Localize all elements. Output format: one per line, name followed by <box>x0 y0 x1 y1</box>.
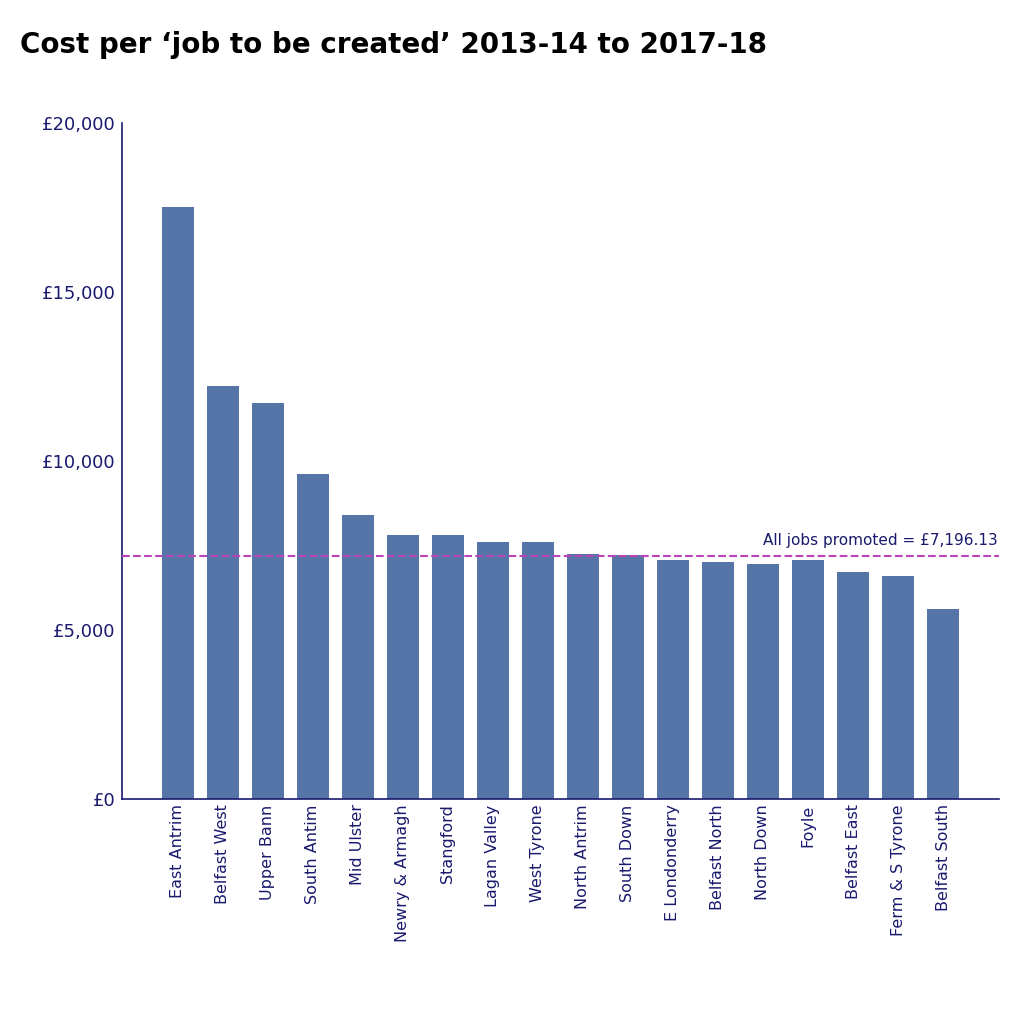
Bar <box>657 560 689 799</box>
Text: Cost per ‘job to be created’ 2013-14 to 2017-18: Cost per ‘job to be created’ 2013-14 to … <box>20 31 767 58</box>
Bar <box>162 207 194 799</box>
Bar <box>702 562 734 799</box>
Bar <box>927 609 959 799</box>
Bar <box>612 555 644 799</box>
Bar <box>792 560 823 799</box>
Bar <box>477 542 508 799</box>
Bar <box>432 536 464 799</box>
Bar <box>298 474 329 799</box>
Bar <box>387 536 419 799</box>
Bar <box>342 515 374 799</box>
Bar <box>522 542 553 799</box>
Bar <box>747 564 779 799</box>
Bar <box>882 575 914 799</box>
Bar <box>207 386 238 799</box>
Bar <box>838 572 869 799</box>
Text: All jobs promoted = £7,196.13: All jobs promoted = £7,196.13 <box>763 532 998 548</box>
Bar <box>568 554 599 799</box>
Bar <box>252 403 283 799</box>
